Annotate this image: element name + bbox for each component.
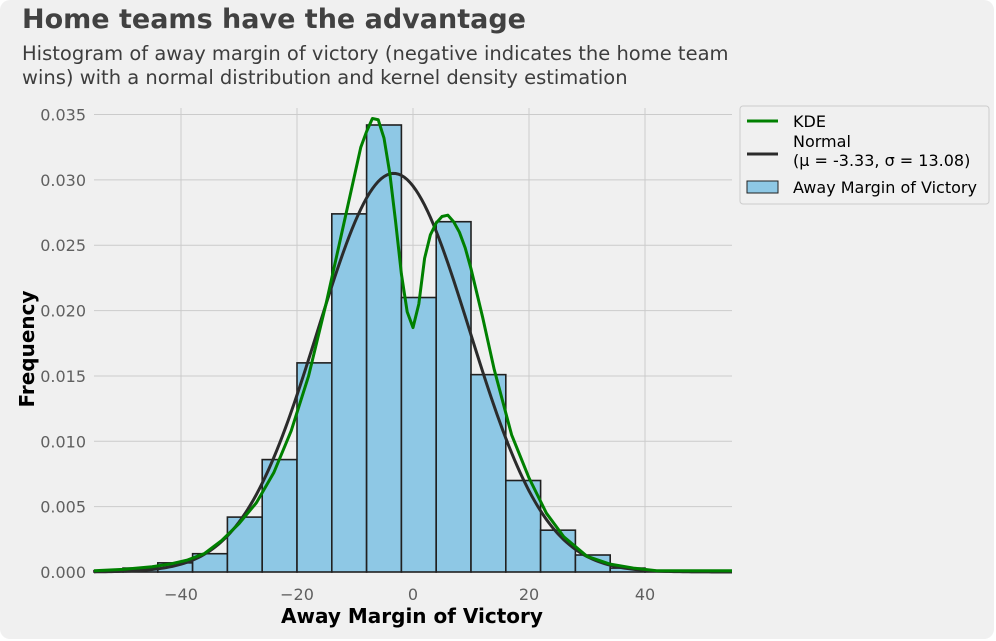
legend-normal-label-line1: Normal [793, 132, 851, 151]
chart-subtitle: Histogram of away margin of victory (neg… [22, 42, 729, 89]
y-tick-label: 0.005 [40, 498, 86, 517]
histogram-bar [365, 124, 403, 573]
kde-curve [93, 116, 732, 573]
x-axis-label: Away Margin of Victory [281, 604, 543, 628]
x-tick-label: 20 [519, 585, 539, 604]
legend-normal-label-line2: (μ = -3.33, σ = 13.08) [793, 151, 970, 170]
legend-box [739, 105, 990, 205]
y-tick-label: 0.020 [40, 302, 86, 321]
histogram-bar [400, 296, 437, 573]
histogram-bar [504, 479, 542, 573]
histogram-bar [435, 220, 472, 573]
y-tick-label: 0.035 [40, 106, 86, 125]
y-tick-label: 0.010 [40, 432, 86, 451]
legend-hist-label: Away Margin of Victory [793, 178, 977, 197]
x-tick-label: −40 [164, 585, 198, 604]
y-tick-label: 0.030 [40, 171, 86, 190]
y-tick-label: 0.025 [40, 236, 86, 255]
y-tick-label: 0.015 [40, 367, 86, 386]
x-tick-label: 0 [408, 585, 418, 604]
legend-kde-label: KDE [793, 112, 826, 131]
curve-lines [93, 116, 732, 574]
legend: KDE Normal (μ = -3.33, σ = 13.08) Away M… [739, 105, 990, 205]
y-tick-label: 0.000 [40, 563, 86, 582]
histogram-bar [539, 529, 577, 573]
y-axis-label: Frequency [15, 290, 39, 407]
chart-title: Home teams have the advantage [22, 4, 526, 35]
x-tick-label: −20 [280, 585, 314, 604]
histogram-bars [93, 124, 681, 573]
x-tick-label: 40 [635, 585, 655, 604]
histogram-bar [261, 458, 298, 573]
histogram-bar [330, 213, 368, 573]
legend-hist-swatch [746, 180, 779, 194]
histogram-bar [470, 373, 507, 573]
tick-labels: 0.000 0.005 0.010 0.015 0.020 0.025 0.030 0.035… [40, 106, 655, 604]
histogram-bar [226, 516, 263, 573]
